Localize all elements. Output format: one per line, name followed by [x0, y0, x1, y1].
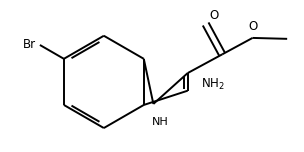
- Text: O: O: [249, 20, 258, 33]
- Text: NH: NH: [152, 117, 168, 127]
- Text: Br: Br: [23, 38, 36, 52]
- Text: NH$_2$: NH$_2$: [201, 76, 225, 92]
- Text: O: O: [209, 9, 219, 22]
